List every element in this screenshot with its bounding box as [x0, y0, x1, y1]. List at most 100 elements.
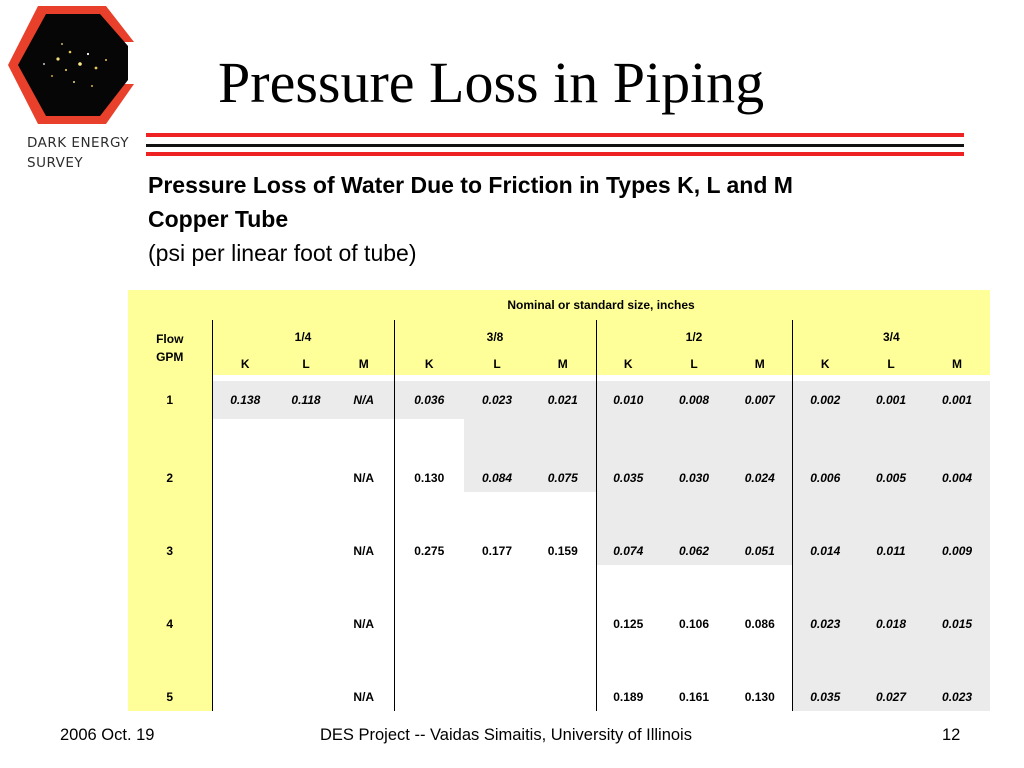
- data-cell: 0.161: [660, 682, 728, 711]
- data-cell: 0.159: [530, 536, 596, 565]
- table-row: 4 N/A 0.125 0.106 0.086 0.023 0.018 0.01…: [128, 609, 991, 638]
- data-cell: [278, 536, 334, 565]
- caption-line-1: Pressure Loss of Water Due to Friction i…: [148, 172, 793, 198]
- data-cell: 0.009: [924, 536, 991, 565]
- data-cell: 0.023: [924, 682, 991, 711]
- slide-title: Pressure Loss in Piping: [218, 50, 765, 115]
- red-divider-bottom: [146, 152, 964, 156]
- size-label: 1/4: [211, 320, 394, 353]
- footer-page-number: 12: [942, 726, 961, 744]
- logo-line-2: SURVEY: [27, 155, 84, 171]
- data-cell: 0.023: [791, 609, 858, 638]
- footer-date: 2006 Oct. 19: [60, 726, 155, 744]
- data-cell: [464, 609, 530, 638]
- data-cell: [393, 682, 464, 711]
- data-cell: 0.011: [858, 536, 924, 565]
- type-label: K: [595, 353, 660, 375]
- table-row: 1 0.138 0.118 N/A 0.036 0.023 0.021 0.01…: [128, 381, 991, 419]
- data-cell: 0.074: [595, 536, 660, 565]
- data-cell: 0.086: [728, 609, 792, 638]
- data-cell: [211, 682, 278, 711]
- data-cell: [211, 463, 278, 492]
- data-cell: 0.130: [728, 682, 792, 711]
- logo-wordmark: DARK ENERGY SURVEY: [27, 133, 129, 173]
- data-cell: 0.138: [211, 381, 278, 419]
- gpm-value: 1: [128, 381, 212, 419]
- data-cell: 0.006: [791, 463, 858, 492]
- table-header-row: Nominal or standard size, inches: [128, 290, 991, 320]
- data-cell: 0.130: [393, 463, 464, 492]
- footer-credit: DES Project -- Vaidas Simaitis, Universi…: [320, 726, 692, 744]
- data-cell: 0.125: [595, 609, 660, 638]
- data-cell: 0.189: [595, 682, 660, 711]
- gpm-value: 5: [128, 682, 212, 711]
- data-cell: [393, 609, 464, 638]
- data-cell: 0.030: [660, 463, 728, 492]
- data-cell: 0.062: [660, 536, 728, 565]
- size-row: Flow GPM 1/4 3/8 1/2 3/4: [128, 320, 991, 375]
- data-cell: 0.008: [660, 381, 728, 419]
- caption-line-2: Copper Tube: [148, 206, 289, 232]
- spacer-row: [128, 638, 991, 682]
- data-cell: [278, 609, 334, 638]
- data-cell: 0.004: [924, 463, 991, 492]
- data-cell: [278, 682, 334, 711]
- black-divider: [146, 144, 964, 147]
- data-cell: 0.051: [728, 536, 792, 565]
- data-cell: 0.010: [595, 381, 660, 419]
- table-row: 2 N/A 0.130 0.084 0.075 0.035 0.030 0.02…: [128, 463, 991, 492]
- type-label: L: [660, 353, 728, 375]
- spacer-row: [128, 565, 991, 609]
- gpm-value: 2: [128, 463, 212, 492]
- type-label: K: [791, 353, 858, 375]
- table-row: 3 N/A 0.275 0.177 0.159 0.074 0.062 0.05…: [128, 536, 991, 565]
- type-label: K: [211, 353, 278, 375]
- type-label: M: [728, 353, 792, 375]
- data-cell: 0.275: [393, 536, 464, 565]
- type-label: M: [924, 353, 991, 375]
- caption-units: (psi per linear foot of tube): [148, 240, 417, 266]
- size-label: 3/4: [791, 320, 991, 353]
- table-caption: Pressure Loss of Water Due to Friction i…: [148, 168, 968, 270]
- data-cell: 0.118: [278, 381, 334, 419]
- flow-gpm-header: Flow GPM: [128, 320, 212, 375]
- data-cell: 0.015: [924, 609, 991, 638]
- data-cell: 0.005: [858, 463, 924, 492]
- size-label: 3/8: [393, 320, 596, 353]
- type-label: M: [334, 353, 394, 375]
- gpm-label: GPM: [156, 349, 184, 364]
- table-row: 5 N/A 0.189 0.161 0.130 0.035 0.027 0.02…: [128, 682, 991, 711]
- logo-line-1: DARK ENERGY: [27, 135, 129, 151]
- data-cell: 0.001: [858, 381, 924, 419]
- data-cell: 0.014: [791, 536, 858, 565]
- data-cell: 0.027: [858, 682, 924, 711]
- data-cell: [211, 536, 278, 565]
- data-cell: 0.177: [464, 536, 530, 565]
- spacer-row: [128, 375, 991, 381]
- data-cell: N/A: [334, 609, 394, 638]
- data-cell: [211, 609, 278, 638]
- type-label: L: [464, 353, 530, 375]
- type-row: K L M K L M K L M K L M: [128, 353, 991, 375]
- data-cell: 0.001: [924, 381, 991, 419]
- data-cell: [278, 463, 334, 492]
- gpm-value: 4: [128, 609, 212, 638]
- data-cell: [464, 682, 530, 711]
- size-label: 1/2: [595, 320, 792, 353]
- data-cell: [530, 682, 596, 711]
- data-cell: 0.035: [791, 682, 858, 711]
- data-cell: N/A: [334, 536, 394, 565]
- data-cell: 0.018: [858, 609, 924, 638]
- data-cell: 0.084: [464, 463, 530, 492]
- gpm-value: 3: [128, 536, 212, 565]
- data-cell: 0.106: [660, 609, 728, 638]
- data-cell: 0.024: [728, 463, 792, 492]
- size-header: Nominal or standard size, inches: [212, 290, 991, 320]
- spacer-row: [128, 419, 991, 463]
- spacer-row: [128, 492, 991, 536]
- type-label: L: [858, 353, 924, 375]
- flow-label: Flow: [156, 331, 184, 346]
- logo-emblem-icon: [8, 6, 134, 124]
- data-cell: [530, 609, 596, 638]
- pressure-loss-table: Nominal or standard size, inches Flow GPM…: [128, 290, 991, 711]
